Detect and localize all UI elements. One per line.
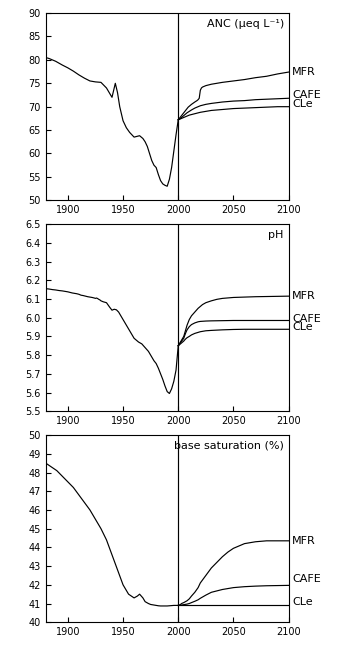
Text: CAFE: CAFE	[292, 574, 321, 584]
Text: CLe: CLe	[292, 597, 313, 607]
Text: MFR: MFR	[292, 291, 316, 301]
Text: CLe: CLe	[292, 322, 313, 332]
Text: base saturation (%): base saturation (%)	[174, 441, 284, 451]
Text: MFR: MFR	[292, 536, 316, 546]
Text: CAFE: CAFE	[292, 314, 321, 324]
Text: CAFE: CAFE	[292, 90, 321, 100]
Text: pH: pH	[269, 230, 284, 240]
Text: ANC (μeq L⁻¹): ANC (μeq L⁻¹)	[207, 19, 284, 29]
Text: MFR: MFR	[292, 67, 316, 77]
Text: CLe: CLe	[292, 100, 313, 109]
